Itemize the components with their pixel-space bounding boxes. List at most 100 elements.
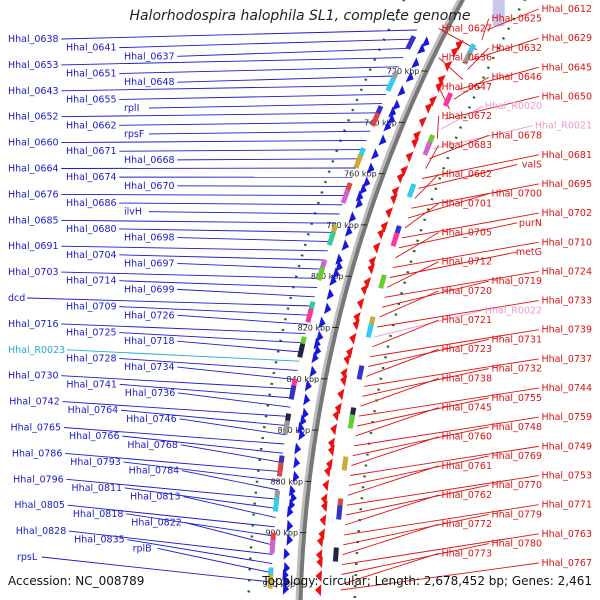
right-leader-line xyxy=(362,368,489,397)
right-gene-label: Hhal_0683 xyxy=(441,140,492,151)
kbp-tick-label: 840 kbp xyxy=(287,375,320,384)
forward-gene-arrow xyxy=(284,575,291,588)
forward-gene-block xyxy=(405,35,417,50)
forward-gene-block xyxy=(297,343,306,358)
forward-gene-arrow xyxy=(411,57,420,69)
reverse-gene-arrow xyxy=(352,318,360,331)
left-leader-line xyxy=(61,112,379,118)
forward-gene-arrow xyxy=(286,533,293,546)
reverse-gene-arrow xyxy=(330,423,338,436)
right-leader-line xyxy=(438,57,464,80)
reverse-gene-block xyxy=(422,141,433,156)
right-leader-line xyxy=(445,96,539,120)
right-leader-line xyxy=(344,494,439,526)
right-leader-line xyxy=(348,455,489,486)
right-gene-label: Hhal_0701 xyxy=(441,198,492,209)
left-leader-line xyxy=(178,392,291,408)
reverse-gene-arrow xyxy=(319,514,327,527)
right-leader-line xyxy=(429,134,489,160)
topology-text: Topology: circular; Length: 2,678,452 bp… xyxy=(262,574,592,588)
left-leader-line xyxy=(65,452,281,473)
forward-gene-arrow xyxy=(304,379,312,392)
left-leader-line xyxy=(177,47,408,57)
right-leader-line xyxy=(344,504,539,536)
reverse-gene-arrow xyxy=(353,311,361,324)
left-leader-line xyxy=(179,418,286,436)
left-gene-label: Hhal_0660 xyxy=(8,138,59,149)
left-leader-line xyxy=(127,539,273,565)
left-gene-label: Hhal_0742 xyxy=(9,397,60,408)
reverse-gene-arrow xyxy=(437,74,446,86)
reverse-gene-arrow xyxy=(435,81,444,93)
left-leader-line xyxy=(119,306,310,316)
forward-gene-arrow xyxy=(298,428,306,441)
left-leader-line xyxy=(61,245,328,252)
left-gene-label: Hhal_0680 xyxy=(66,224,117,235)
right-leader-line xyxy=(436,115,440,139)
kbp-tick-label: 820 kbp xyxy=(298,324,331,333)
right-gene-label: Hhal_0612 xyxy=(541,4,592,15)
left-gene-label: rplB xyxy=(133,543,152,554)
right-gene-label: Hhal_0773 xyxy=(441,548,492,559)
reverse-gene-arrow xyxy=(360,284,369,296)
forward-gene-arrow xyxy=(417,43,426,55)
right-gene-label: Hhal_0755 xyxy=(491,393,542,404)
reverse-gene-block xyxy=(462,50,473,65)
forward-gene-arrow xyxy=(348,211,357,223)
forward-gene-arrow xyxy=(313,344,322,357)
left-gene-label: Hhal_0725 xyxy=(66,328,117,339)
left-gene-label: Hhal_0768 xyxy=(127,440,178,451)
kbp-tick-label: 780 kbp xyxy=(326,221,359,230)
right-gene-label: Hhal_0681 xyxy=(541,150,592,161)
right-gene-label: Hhal_0724 xyxy=(541,266,592,277)
right-leader-line xyxy=(425,144,440,169)
left-gene-label: Hhal_0714 xyxy=(66,276,117,287)
reverse-gene-arrow xyxy=(396,172,405,184)
forward-gene-arrow xyxy=(323,302,332,315)
left-gene-label: Hhal_0671 xyxy=(66,146,117,157)
left-leader-line xyxy=(122,435,284,454)
right-gene-label: Hhal_0780 xyxy=(491,539,542,550)
right-leader-line xyxy=(389,251,518,278)
right-gene-label: Hhal_0645 xyxy=(541,62,592,73)
left-gene-label: Hhal_0652 xyxy=(8,112,59,123)
reverse-gene-arrow xyxy=(451,46,460,58)
left-leader-line xyxy=(119,254,326,261)
left-leader-line xyxy=(61,167,356,169)
right-gene-label: purN xyxy=(519,218,542,229)
right-leader-line xyxy=(441,105,484,130)
forward-gene-arrow xyxy=(294,442,302,455)
left-leader-line xyxy=(119,228,334,233)
reverse-gene-arrow xyxy=(340,367,348,380)
forward-gene-arrow xyxy=(341,239,350,251)
left-leader-line xyxy=(61,29,417,40)
direction-marker xyxy=(492,0,505,26)
left-leader-line xyxy=(61,84,391,92)
genome-backbone xyxy=(298,0,466,600)
left-leader-line xyxy=(157,547,272,574)
right-leader-line xyxy=(366,348,439,377)
right-gene-label: Hhal_0767 xyxy=(541,558,592,569)
left-leader-line xyxy=(177,75,395,83)
left-leader-line xyxy=(177,185,350,187)
forward-gene-arrow xyxy=(313,337,321,350)
left-leader-line xyxy=(123,461,280,482)
reverse-gene-arrow xyxy=(425,102,434,114)
forward-gene-block xyxy=(305,308,314,323)
forward-gene-arrow xyxy=(316,330,324,343)
left-gene-label: Hhal_0651 xyxy=(66,69,117,80)
forward-gene-arrow xyxy=(301,407,309,420)
right-gene-label: Hhal_0763 xyxy=(541,529,592,540)
reverse-gene-block xyxy=(336,505,343,520)
reverse-gene-arrow xyxy=(328,444,335,457)
reverse-gene-arrow xyxy=(315,570,322,583)
right-leader-line xyxy=(472,37,539,61)
right-gene-label: Hhal_0647 xyxy=(441,82,492,93)
forward-gene-block xyxy=(269,539,276,554)
kbp-tick-label: 880 kbp xyxy=(270,477,303,486)
reverse-gene-arrow xyxy=(318,528,325,541)
right-leader-line xyxy=(381,280,489,308)
left-leader-line xyxy=(61,193,346,197)
right-leader-line xyxy=(350,445,539,476)
